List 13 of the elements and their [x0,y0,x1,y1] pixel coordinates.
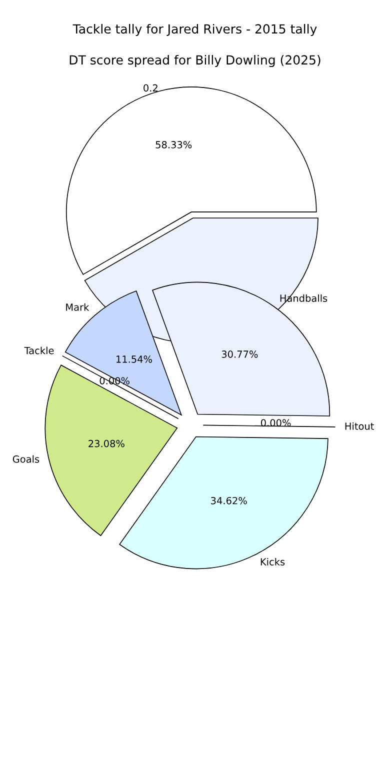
data-label: 23.08% [88,440,124,448]
data-label: 58.33% [156,141,192,148]
data-label: 34.62% [211,496,247,504]
category-label: Hitout [345,422,374,430]
category-label: Tackle [24,346,54,354]
slice-label: Goals [12,455,40,463]
slice-label: 0.2 [144,84,158,92]
chart-title: Tackle tally for Jared Rivers - 2015 tally [72,24,317,36]
data-label: 30.77% [222,350,258,358]
slice-label: Mark [66,303,90,311]
chart-title: DT score spread for Billy Dowling (2025) [70,54,320,68]
data-label: 11.54% [116,355,152,363]
slice-label: Kicks [260,558,285,566]
